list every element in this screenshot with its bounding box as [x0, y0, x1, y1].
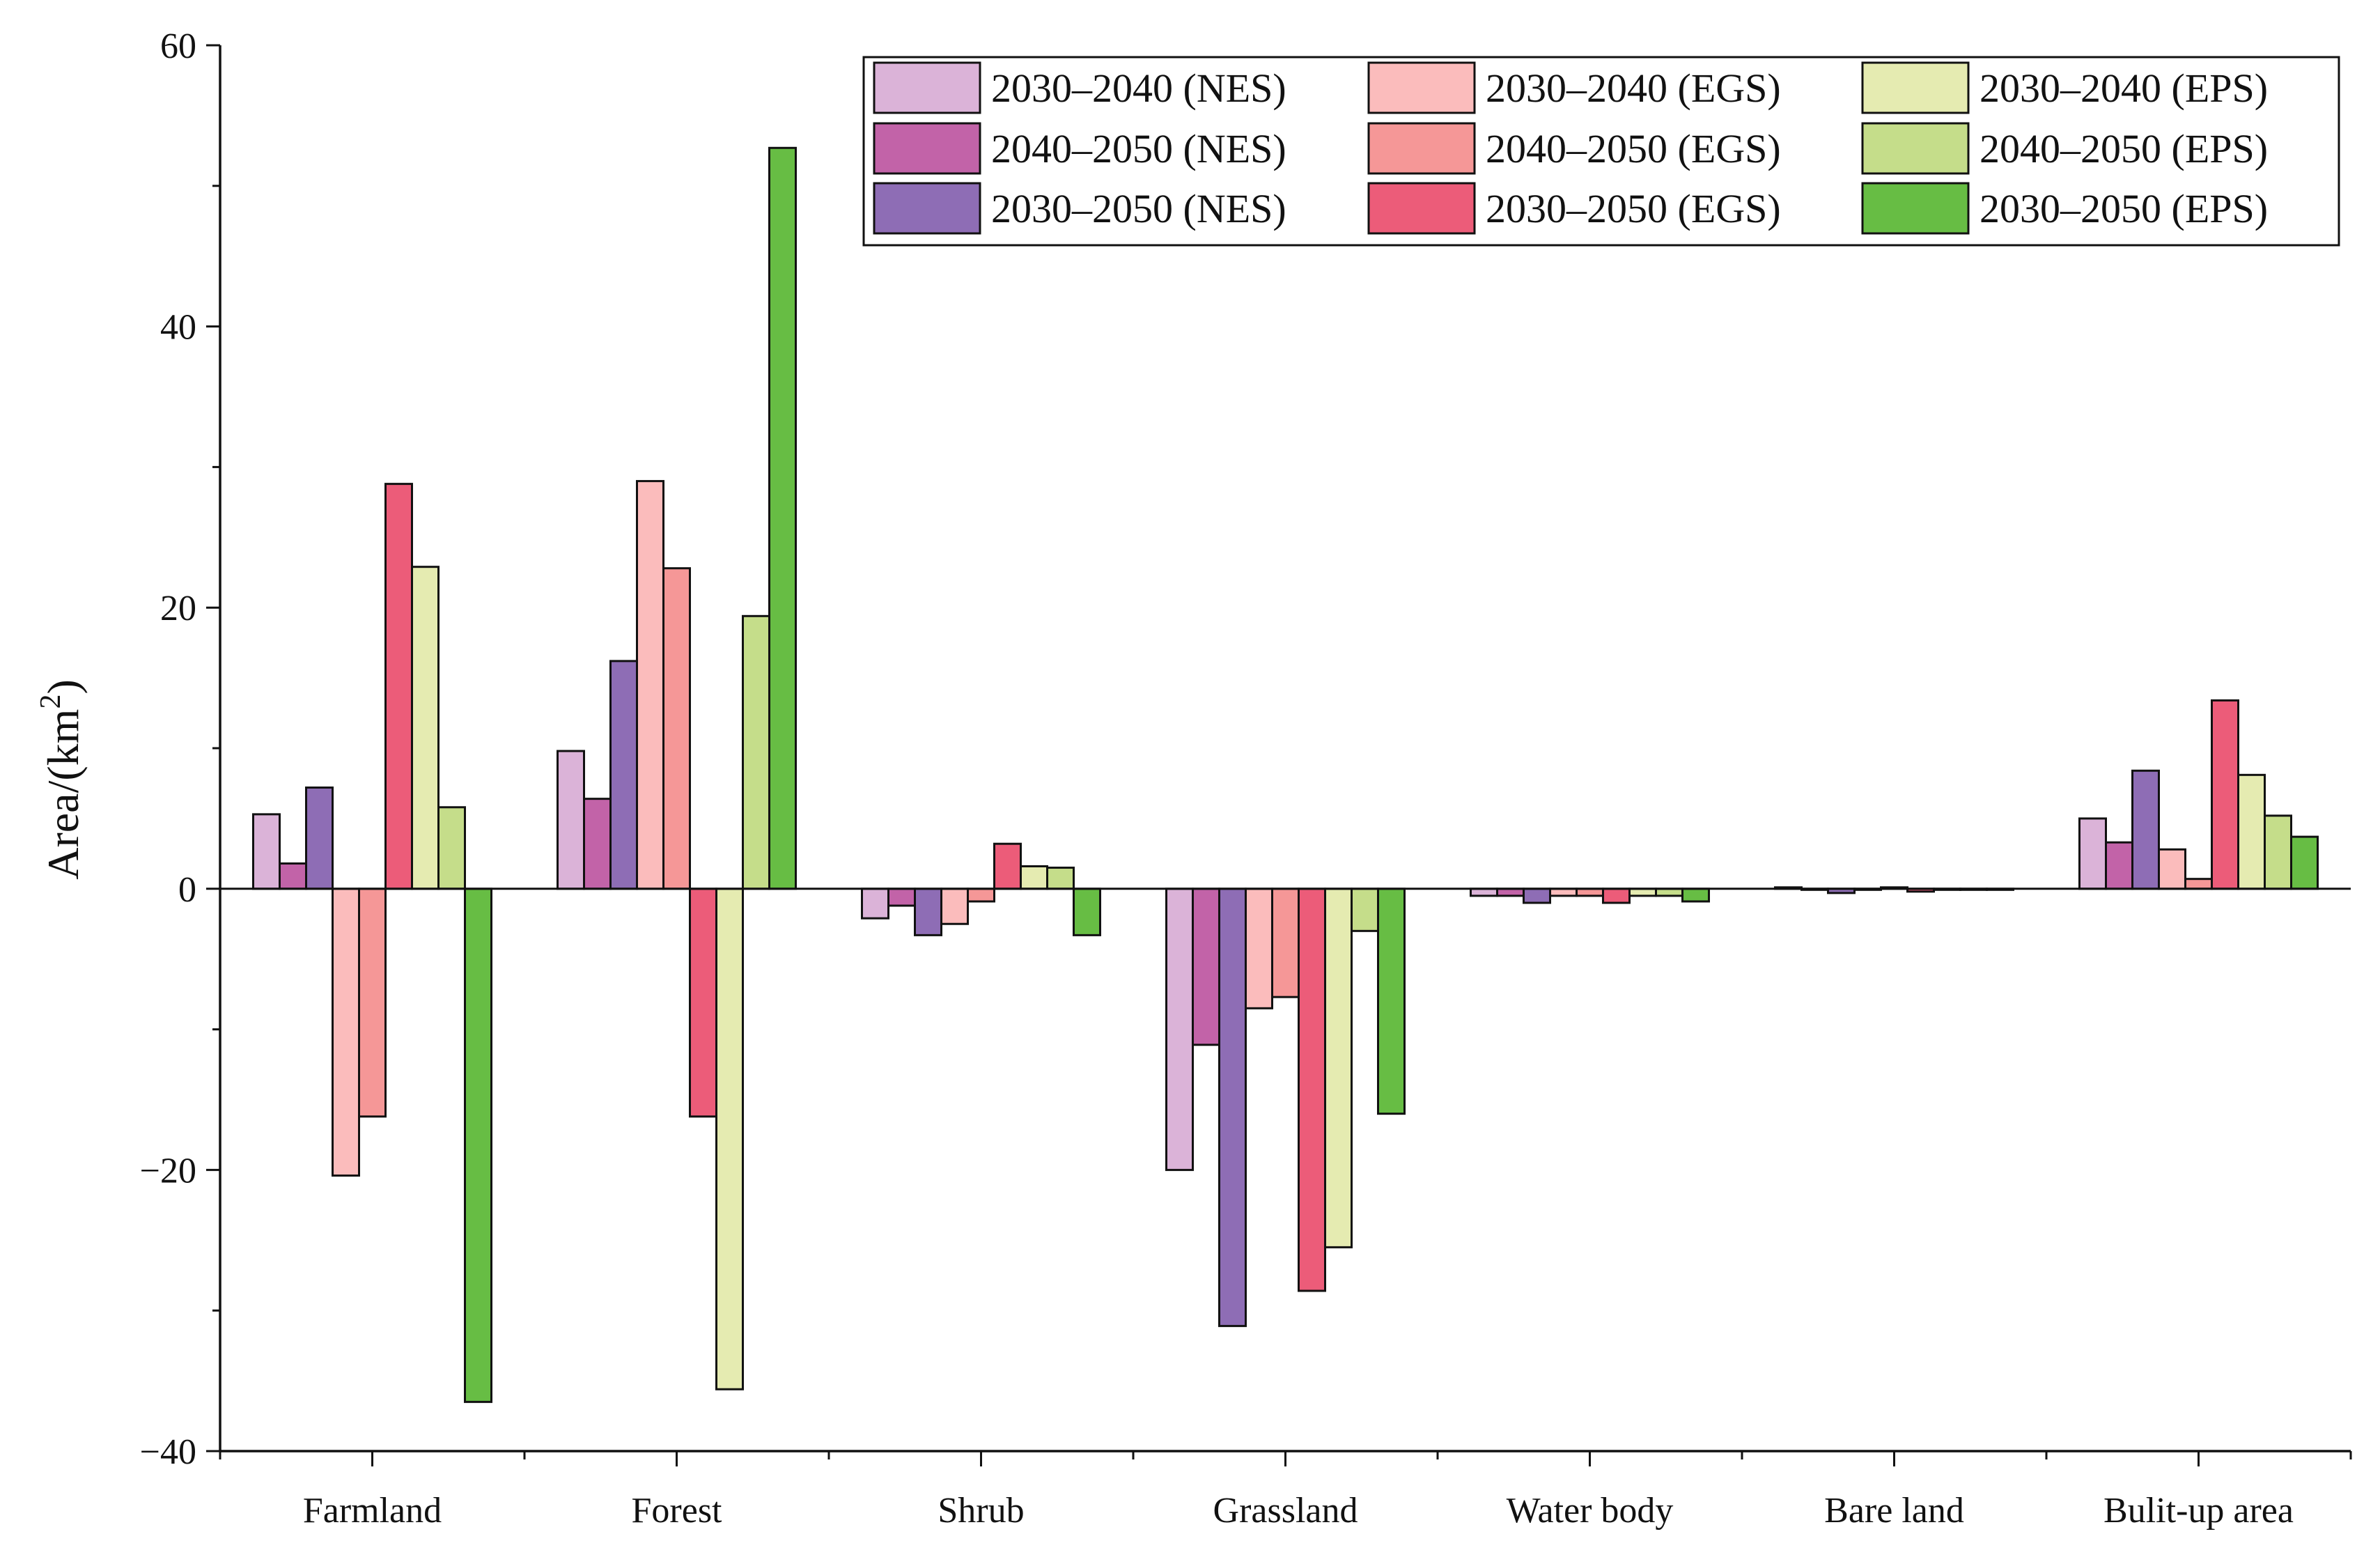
axes-layer: −40 −20 0 20 40 60 Farmland Forest Shrub Grasslan…: [35, 26, 2352, 1531]
legend-swatch: [1861, 61, 1970, 114]
bar-shrub-series-4: [940, 888, 969, 925]
bar-bulit-up-area-series-3: [2131, 769, 2160, 890]
legend-label: 2030–2040 (EGS): [1486, 65, 1781, 111]
bar-water-body-series-2: [1496, 888, 1525, 897]
bar-water-body-series-3: [1523, 888, 1551, 904]
legend-swatch: [873, 61, 981, 114]
x-tick-label: Forest: [632, 1491, 723, 1531]
x-tick-label: Bare land: [1824, 1491, 1964, 1531]
bar-forest-series-3: [609, 660, 638, 890]
bar-shrub-series-2: [887, 888, 916, 907]
bar-bulit-up-area-series-8: [2264, 814, 2292, 890]
legend-label: 2040–2050 (NES): [991, 126, 1286, 171]
x-tick-label: Bulit-up area: [2103, 1491, 2294, 1531]
x-tick-label: Grassland: [1213, 1491, 1358, 1531]
bar-grassland-series-9: [1377, 888, 1406, 1115]
bar-water-body-series-6: [1602, 888, 1631, 904]
y-tick-label: 20: [160, 589, 196, 628]
x-tick-label: Shrub: [938, 1491, 1024, 1531]
legend-swatch: [1861, 182, 1970, 235]
bar-farmland-series-3: [305, 787, 334, 890]
bar-bulit-up-area-series-2: [2105, 841, 2133, 890]
bar-farmland-series-2: [279, 862, 307, 890]
x-tick-label: Farmland: [303, 1491, 442, 1531]
y-tick-label: −20: [140, 1151, 196, 1191]
bar-forest-series-2: [583, 798, 612, 890]
legend-swatch: [1367, 182, 1476, 235]
bar-forest-series-9: [768, 146, 797, 890]
bar-water-body-series-9: [1681, 888, 1710, 903]
legend-label: 2040–2050 (EPS): [1980, 126, 2268, 171]
x-tick-label: Water body: [1507, 1491, 1674, 1531]
legend-label: 2030–2040 (EPS): [1980, 65, 2268, 111]
bar-grassland-series-4: [1245, 888, 1273, 1009]
bar-farmland-series-8: [437, 806, 466, 890]
bar-grassland-series-5: [1271, 888, 1300, 998]
y-tick-label: −40: [140, 1432, 196, 1472]
bar-water-body-series-5: [1576, 888, 1604, 897]
y-tick-label: 60: [160, 26, 196, 66]
legend-box: [862, 56, 2340, 247]
bar-farmland-series-4: [332, 888, 360, 1177]
legend-swatch: [1367, 122, 1476, 175]
bar-forest-series-5: [662, 567, 691, 890]
bar-shrub-series-6: [993, 842, 1022, 890]
bar-water-body-series-8: [1655, 888, 1683, 897]
bar-shrub-series-7: [1020, 865, 1048, 890]
bar-farmland-series-1: [252, 813, 281, 890]
y-tick-label: 0: [178, 870, 196, 910]
bar-grassland-series-6: [1298, 888, 1326, 1292]
bar-farmland-series-5: [358, 888, 387, 1118]
legend-label: 2030–2040 (NES): [991, 65, 1286, 111]
bar-farmland-series-7: [411, 566, 440, 890]
bar-farmland-series-6: [384, 483, 413, 890]
bar-forest-series-4: [636, 480, 664, 890]
bar-forest-series-8: [742, 614, 770, 890]
bar-grassland-series-2: [1192, 888, 1220, 1046]
bar-forest-series-6: [689, 888, 717, 1118]
y-axis-title: Area/(km2): [35, 679, 88, 880]
legend-swatch: [1861, 122, 1970, 175]
bar-bulit-up-area-series-6: [2211, 699, 2239, 890]
y-tick-label: 40: [160, 308, 196, 348]
bar-grassland-series-8: [1351, 888, 1379, 932]
bar-forest-series-1: [557, 750, 585, 890]
bar-water-body-series-1: [1470, 888, 1498, 897]
bar-shrub-series-3: [914, 888, 942, 936]
bar-bulit-up-area-series-5: [2184, 878, 2213, 890]
bar-bulit-up-area-series-1: [2078, 817, 2107, 890]
bar-shrub-series-5: [967, 888, 995, 903]
bar-farmland-series-9: [464, 888, 492, 1403]
bar-grassland-series-3: [1218, 888, 1247, 1327]
legend-label: 2030–2050 (EGS): [1486, 186, 1781, 231]
bar-bulit-up-area-series-4: [2158, 848, 2186, 890]
bar-forest-series-7: [715, 888, 744, 1391]
legend-label: 2040–2050 (EGS): [1486, 126, 1781, 171]
bar-shrub-series-9: [1073, 888, 1101, 936]
legend: 2030–2040 (NES) 2040–2050 (NES) 2030–2050 …: [862, 56, 2340, 247]
legend-swatch: [873, 122, 981, 175]
bar-water-body-series-7: [1628, 888, 1657, 897]
bar-grassland-series-1: [1165, 888, 1194, 1171]
bar-grassland-series-7: [1324, 888, 1353, 1248]
bar-shrub-series-1: [861, 888, 889, 920]
bar-bulit-up-area-series-9: [2290, 835, 2319, 890]
legend-swatch: [1367, 61, 1476, 114]
legend-label: 2030–2050 (EPS): [1980, 186, 2268, 231]
bars-layer: [252, 146, 2319, 1403]
legend-swatch: [873, 182, 981, 235]
bar-water-body-series-4: [1549, 888, 1578, 897]
bar-bulit-up-area-series-7: [2237, 773, 2266, 890]
bar-shrub-series-8: [1046, 867, 1075, 890]
legend-label: 2030–2050 (NES): [991, 186, 1286, 231]
